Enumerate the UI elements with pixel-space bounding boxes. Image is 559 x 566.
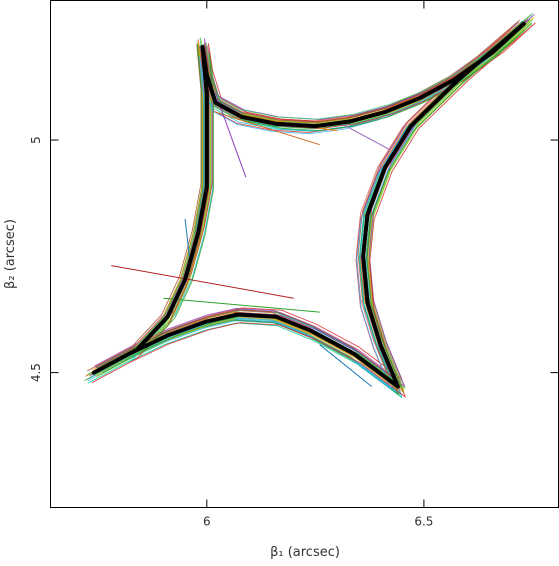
stray-segment <box>163 297 320 313</box>
sample-caustic-line <box>91 22 536 398</box>
stray-segment <box>319 344 373 387</box>
plot-frame <box>50 0 559 508</box>
main-caustic-layer <box>91 21 526 389</box>
main-caustic-line <box>91 21 526 389</box>
y-axis-label: β₂ (arcsec) <box>3 219 18 289</box>
x-tick-label: 6 <box>203 515 211 529</box>
y-axis: 54.5 <box>29 136 559 382</box>
sample-caustic-line <box>96 23 532 392</box>
y-tick-label: 4.5 <box>29 363 43 382</box>
y-tick-label: 5 <box>29 136 43 144</box>
stray-segment <box>215 111 320 146</box>
x-axis: 6 6.5 <box>203 0 433 529</box>
x-tick-label: 6.5 <box>414 515 433 529</box>
x-axis-label: β₁ (arcsec) <box>270 545 340 560</box>
stray-segment <box>336 120 390 150</box>
sample-caustic-line <box>102 29 526 387</box>
stray-segment <box>111 265 294 299</box>
stray-segment <box>184 219 190 257</box>
